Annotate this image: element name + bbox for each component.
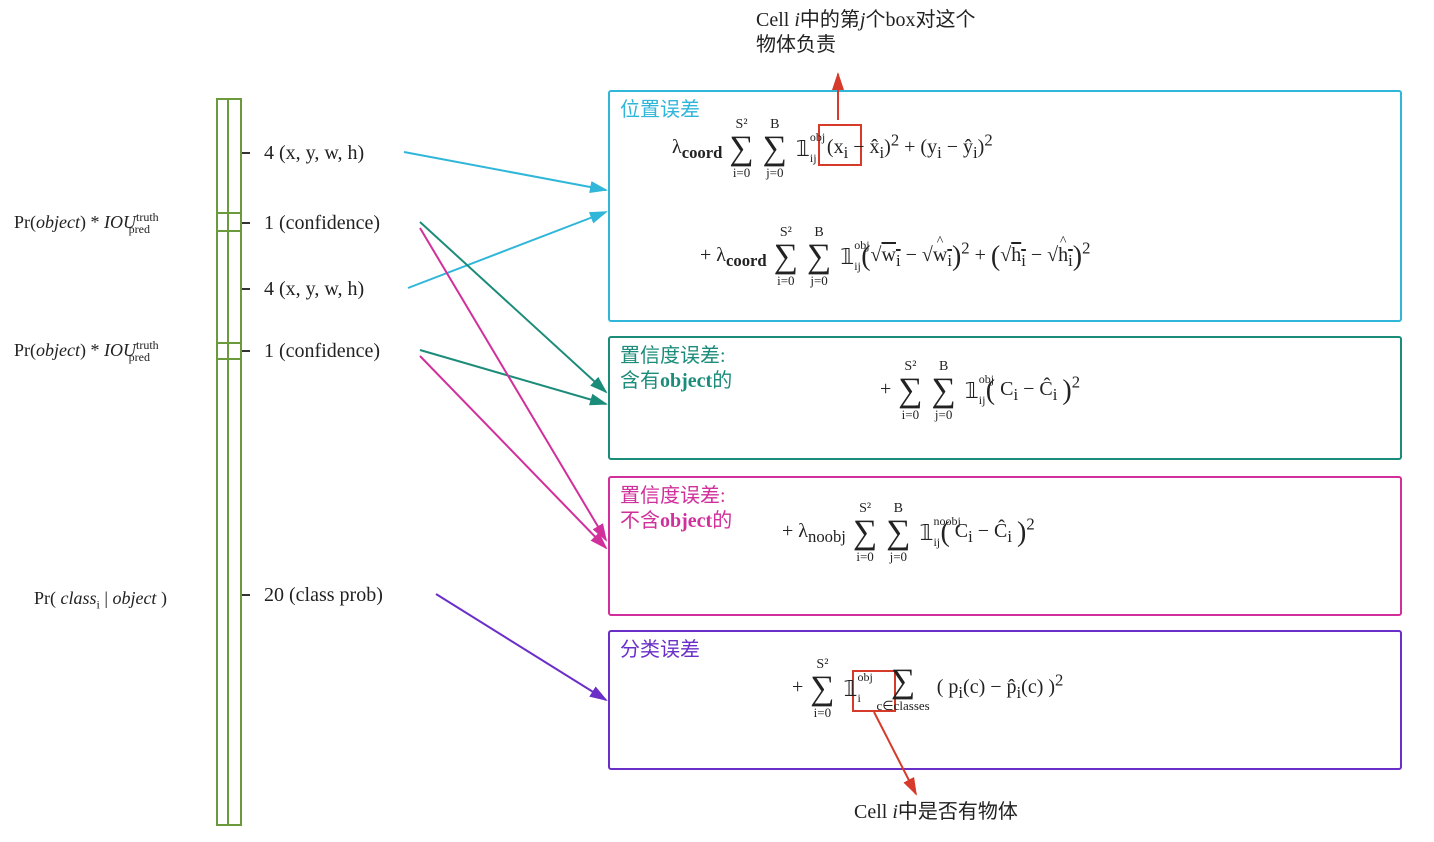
diagram-stage: 位置误差 置信度误差:含有object的 置信度误差:不含object的 分类误…: [0, 0, 1434, 842]
tick-mark: [242, 288, 250, 290]
formula-pos-line1: λcoord S²∑i=0 B∑j=0 𝟙objij (xi − x̂i)2 +…: [672, 118, 993, 179]
loss-box-class-title: 分类误差: [620, 638, 700, 663]
tensor-bar: [216, 98, 242, 826]
tick-mark: [242, 152, 250, 154]
arrow-4: [420, 228, 606, 540]
loss-box-conf-noobj-title: 置信度误差:不含object的: [620, 484, 732, 534]
left-label-2: Pr( classi | object ): [34, 588, 167, 613]
arrow-5: [420, 356, 606, 548]
left-label-1: Pr(object) * IOUtruthpred: [14, 338, 150, 365]
tick-mark: [242, 222, 250, 224]
tick-label-3: 1 (confidence): [264, 340, 380, 363]
loss-box-conf-obj-title: 置信度误差:含有object的: [620, 344, 732, 394]
tick-label-1: 1 (confidence): [264, 212, 380, 235]
arrow-1: [408, 212, 606, 288]
arrow-0: [404, 152, 606, 190]
annotation-bottom: Cell i中是否有物体: [854, 800, 1018, 825]
arrow-6: [436, 594, 606, 700]
formula-pos-line2: + λcoord S²∑i=0 B∑j=0 𝟙objij (√wi − √^wi…: [700, 226, 1090, 287]
formula-conf-obj: + S²∑i=0 B∑j=0 𝟙objij ( Ci − Ĉi )2: [880, 360, 1080, 421]
annotation-top: Cell i中的第j个box对这个物体负责: [756, 8, 975, 58]
tick-label-0: 4 (x, y, w, h): [264, 142, 364, 165]
arrow-3: [420, 350, 606, 404]
tick-label-4: 20 (class prob): [264, 584, 383, 607]
tick-mark: [242, 594, 250, 596]
tick-label-2: 4 (x, y, w, h): [264, 278, 364, 301]
formula-conf-noobj: + λnoobj S²∑i=0 B∑j=0 𝟙noobjij ( Ci − Ĉi…: [782, 502, 1035, 563]
tick-mark: [242, 350, 250, 352]
formula-class: + S²∑i=0 𝟙obji ∑c∈classes ( pi(c) − p̂i(…: [792, 658, 1063, 719]
left-label-0: Pr(object) * IOUtruthpred: [14, 210, 150, 237]
arrow-2: [420, 222, 606, 392]
